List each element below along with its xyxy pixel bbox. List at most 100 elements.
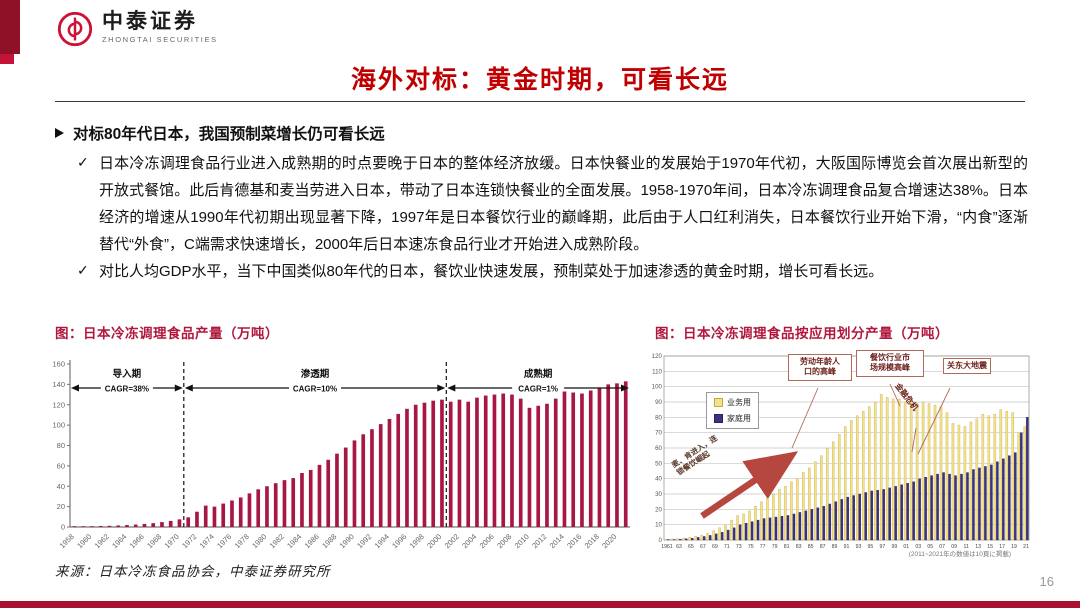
zhongtai-logo: 中泰证券 ZHONGTAI SECURITIES xyxy=(56,10,218,53)
right-chart-caption: 图：日本冷冻调理食品按应用划分产量（万吨） xyxy=(655,326,949,341)
svg-text:1994: 1994 xyxy=(373,532,391,550)
business-series-chip xyxy=(714,398,723,407)
svg-text:20: 20 xyxy=(655,506,662,513)
svg-text:79: 79 xyxy=(772,544,778,550)
svg-text:1962: 1962 xyxy=(93,532,111,550)
check-point: ✓ 对比人均GDP水平，当下中国类似80年代的日本，餐饮业快速发展，预制菜处于加… xyxy=(77,258,1028,285)
svg-text:13: 13 xyxy=(975,544,981,550)
svg-text:1970: 1970 xyxy=(163,532,181,550)
svg-text:40: 40 xyxy=(57,482,65,491)
svg-text:CAGR=1%: CAGR=1% xyxy=(518,385,558,394)
legend-item-business: 业务用 xyxy=(714,397,751,408)
right-chart: 0 10 20 30 40 50 60 70 80 90 100 110 120 1961 63 65 67 69… xyxy=(650,348,1035,560)
svg-text:1992: 1992 xyxy=(355,532,373,550)
svg-text:1982: 1982 xyxy=(268,532,286,550)
svg-text:50: 50 xyxy=(655,460,662,467)
svg-text:91: 91 xyxy=(844,544,850,550)
svg-text:1980: 1980 xyxy=(250,532,268,550)
title-divider xyxy=(55,101,1025,102)
svg-text:160: 160 xyxy=(52,360,65,369)
svg-text:67: 67 xyxy=(700,544,706,550)
svg-text:1958: 1958 xyxy=(58,532,76,550)
svg-text:75: 75 xyxy=(748,544,754,550)
page-title: 海外对标：黄金时期，可看长远 xyxy=(350,67,729,94)
zhongtai-logo-icon xyxy=(56,10,94,53)
svg-text:93: 93 xyxy=(856,544,862,550)
svg-text:1990: 1990 xyxy=(338,532,356,550)
svg-text:100: 100 xyxy=(652,384,663,391)
svg-text:1964: 1964 xyxy=(110,532,128,550)
check-icon: ✓ xyxy=(77,262,89,278)
svg-text:80: 80 xyxy=(57,441,65,450)
svg-text:07: 07 xyxy=(939,544,945,550)
svg-text:1978: 1978 xyxy=(233,532,251,550)
main-bullet-text: 对标80年代日本，我国预制菜增长仍可看长远 xyxy=(73,126,385,143)
svg-text:15: 15 xyxy=(987,544,993,550)
page-number: 16 xyxy=(1039,574,1054,589)
svg-text:65: 65 xyxy=(688,544,694,550)
svg-text:19: 19 xyxy=(1011,544,1017,550)
svg-text:63: 63 xyxy=(676,544,682,550)
svg-text:2018: 2018 xyxy=(583,532,601,550)
svg-text:1988: 1988 xyxy=(320,532,338,550)
corner-accent-dark xyxy=(0,0,20,54)
svg-text:2012: 2012 xyxy=(530,532,548,550)
check-icon: ✓ xyxy=(77,154,89,170)
svg-text:0: 0 xyxy=(659,537,663,544)
source-line: 来源：日本冷冻食品协会，中泰证券研究所 xyxy=(55,564,331,579)
logo-text-cn: 中泰证券 xyxy=(102,10,198,33)
svg-text:2020: 2020 xyxy=(600,532,618,550)
svg-text:1968: 1968 xyxy=(145,532,163,550)
svg-text:97: 97 xyxy=(880,544,886,550)
svg-text:30: 30 xyxy=(655,491,662,498)
svg-text:1974: 1974 xyxy=(198,532,216,550)
svg-text:2008: 2008 xyxy=(495,532,513,550)
svg-text:2004: 2004 xyxy=(460,532,478,550)
svg-text:100: 100 xyxy=(52,421,65,430)
svg-text:1972: 1972 xyxy=(180,532,198,550)
svg-text:CAGR=10%: CAGR=10% xyxy=(293,385,337,394)
legend-label-business: 业务用 xyxy=(727,398,751,407)
svg-text:1984: 1984 xyxy=(285,532,303,550)
svg-text:110: 110 xyxy=(652,368,662,375)
svg-text:1961: 1961 xyxy=(661,544,673,550)
callout-working-age-peak: 劳动年龄人 口的高峰 xyxy=(788,354,852,381)
check-point: ✓ 日本冷冻调理食品行业进入成熟期的时点要晚于日本的整体经济放缓。日本快餐业的发… xyxy=(77,150,1028,258)
left-chart-caption: 图：日本冷冻调理食品产量（万吨） xyxy=(55,326,279,341)
svg-text:2000: 2000 xyxy=(425,532,443,550)
svg-text:73: 73 xyxy=(736,544,742,550)
svg-text:77: 77 xyxy=(760,544,766,550)
svg-text:2010: 2010 xyxy=(513,532,531,550)
svg-text:120: 120 xyxy=(52,400,65,409)
svg-text:2002: 2002 xyxy=(443,532,461,550)
callout-earthquake: 关东大地震 xyxy=(943,358,991,375)
svg-text:0: 0 xyxy=(61,523,65,532)
right-chart-note: (2011~2021年の数値は10頁に掲載) xyxy=(908,551,1011,558)
svg-text:85: 85 xyxy=(808,544,814,550)
logo-text-en: ZHONGTAI SECURITIES xyxy=(102,35,218,45)
svg-text:09: 09 xyxy=(951,544,957,550)
svg-text:87: 87 xyxy=(820,544,826,550)
svg-text:60: 60 xyxy=(655,445,662,452)
bullet-points: ✓ 日本冷冻调理食品行业进入成熟期的时点要晚于日本的整体经济放缓。日本快餐业的发… xyxy=(77,150,1028,285)
footer-accent-band xyxy=(0,601,1080,608)
svg-text:60: 60 xyxy=(57,461,65,470)
svg-text:69: 69 xyxy=(712,544,718,550)
svg-text:89: 89 xyxy=(832,544,838,550)
legend-item-home: 家庭用 xyxy=(714,413,751,424)
legend-label-home: 家庭用 xyxy=(727,414,751,423)
svg-text:2016: 2016 xyxy=(565,532,583,550)
svg-text:01: 01 xyxy=(903,544,909,550)
svg-text:1960: 1960 xyxy=(75,532,93,550)
svg-text:05: 05 xyxy=(927,544,933,550)
svg-text:99: 99 xyxy=(892,544,898,550)
svg-text:83: 83 xyxy=(796,544,802,550)
svg-text:CAGR=38%: CAGR=38% xyxy=(105,385,149,394)
svg-text:1996: 1996 xyxy=(390,532,408,550)
svg-text:2014: 2014 xyxy=(548,532,566,550)
check-point-text: 对比人均GDP水平，当下中国类似80年代的日本，餐饮业快速发展，预制菜处于加速渗… xyxy=(99,263,884,280)
svg-text:71: 71 xyxy=(724,544,730,550)
svg-text:03: 03 xyxy=(915,544,921,550)
svg-text:17: 17 xyxy=(999,544,1005,550)
